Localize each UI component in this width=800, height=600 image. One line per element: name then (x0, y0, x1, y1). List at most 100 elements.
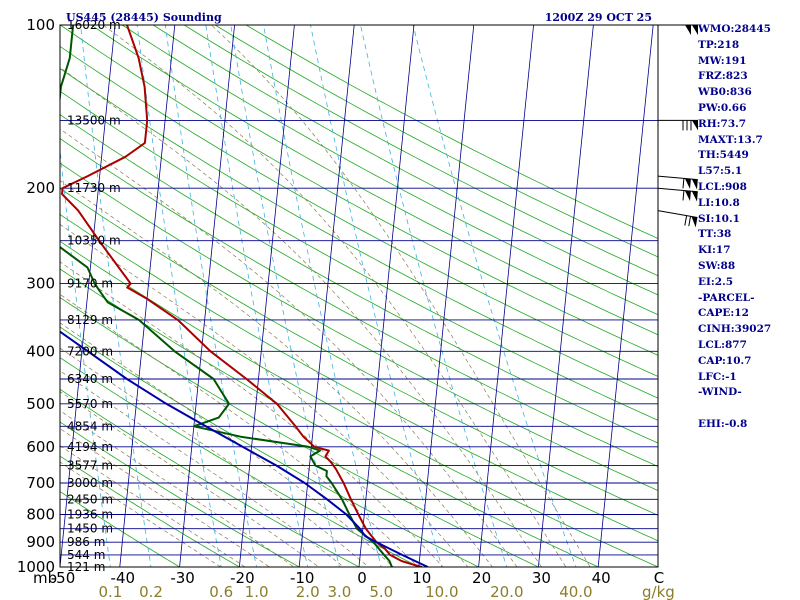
dry-adiabat (60, 25, 658, 356)
sounding-index-item: TP:218 (698, 38, 740, 51)
height-label: 544 m (67, 548, 105, 562)
temperature-tick-label: 40 (592, 569, 611, 587)
pressure-tick-label: 700 (26, 474, 55, 492)
temperature-tick-label: -30 (170, 569, 195, 587)
isotherm (179, 25, 235, 567)
temperature-tick-label: -50 (51, 569, 76, 587)
sounding-index-item: TH:5449 (698, 149, 749, 162)
dry-adiabat (183, 25, 658, 277)
mixing-ratio-line (360, 25, 508, 567)
mixing-ratio-line (310, 25, 443, 567)
height-label: 16020 m (67, 18, 121, 32)
moist-adiabat (60, 67, 542, 567)
isotherm (238, 25, 295, 567)
height-label: 4194 m (67, 440, 113, 454)
height-label: 986 m (67, 535, 105, 549)
height-label: 13500 m (67, 113, 121, 127)
mixing-ratio-label: 40.0 (559, 583, 592, 600)
sounding-index-item: RH:73.7 (698, 117, 747, 130)
sounding-index-item: CAP:10.7 (698, 354, 752, 367)
height-label: 8129 m (67, 313, 113, 327)
sounding-index-item: MAXT:13.7 (698, 133, 763, 146)
mixing-ratio-label: 0.1 (98, 583, 122, 600)
dry-adiabat (60, 187, 658, 516)
height-label: 2450 m (67, 492, 113, 506)
sounding-index-item (698, 401, 798, 417)
sounding-index-item: -WIND- (698, 386, 742, 399)
height-label: 6340 m (67, 372, 113, 386)
sounding-index-item: LFC:-1 (698, 370, 737, 383)
dry-adiabat (60, 114, 658, 444)
pressure-tick-label: 200 (26, 179, 55, 197)
pressure-tick-label: 100 (26, 16, 55, 34)
temperature-tick-label: -20 (230, 569, 255, 587)
height-label: 1450 m (67, 522, 113, 536)
moist-adiabat (60, 410, 295, 567)
wind-barb (657, 175, 698, 190)
height-label: 3577 m (67, 459, 113, 473)
pressure-tick-label: 600 (26, 438, 55, 456)
valid-time: 1200Z 29 OCT 25 (545, 11, 652, 24)
pressure-tick-label: 300 (26, 275, 55, 293)
sounding-index-item: LCL:908 (698, 180, 747, 193)
sounding-index-item: FRZ:823 (698, 70, 748, 83)
mixing-ratio-label: 3.0 (327, 583, 351, 600)
temperature-tick-label: 20 (472, 569, 491, 587)
temperature-tick-label: -40 (111, 569, 136, 587)
mixing-ratio-line (136, 25, 222, 567)
mixing-ratio-label: 1.0 (245, 583, 269, 600)
pressure-tick-label: 1000 (17, 558, 55, 576)
sounding-index-item: WMO:28445 (698, 23, 771, 35)
sounding-index-item: CINH:39027 (698, 323, 772, 336)
moist-adiabat (60, 180, 493, 567)
temperature-unit-label: C (654, 569, 664, 587)
dry-adiabat (60, 90, 658, 421)
moist-adiabat (60, 293, 419, 567)
dry-adiabat (60, 162, 658, 491)
wind-barb (657, 210, 698, 228)
mixing-ratio-line (164, 25, 258, 567)
dry-adiabat (60, 357, 420, 567)
moist-adiabat (60, 445, 246, 567)
sounding-index-item: -PARCEL- (698, 291, 755, 304)
dry-adiabat (60, 455, 241, 567)
mixing-ratio-label: 0.6 (209, 583, 233, 600)
pressure-unit-label: mb (33, 569, 57, 587)
mixing-ratio-line (230, 25, 340, 567)
dry-adiabat (60, 240, 658, 567)
plot-frame (59, 24, 659, 568)
sounding-index-item: SW:88 (698, 259, 736, 272)
moist-adiabat (60, 223, 469, 567)
mixing-ratio-label: 5.0 (369, 583, 393, 600)
isotherm (358, 25, 415, 567)
wind-barb (657, 187, 698, 202)
mixing-ratio-line (412, 25, 577, 567)
sounding-index-item: LCL:877 (698, 338, 747, 351)
moist-adiabat (60, 428, 271, 567)
mixing-ratio-line (60, 146, 111, 567)
sounding-index-item: KI:17 (698, 244, 731, 257)
dry-adiabat (60, 268, 600, 567)
dry-adiabat (60, 388, 360, 567)
sounding-index-item: SI:10.1 (698, 212, 740, 225)
height-label: 10350 m (67, 234, 121, 248)
dry-adiabat (60, 213, 658, 542)
height-label: 7200 m (67, 344, 113, 358)
pressure-tick-label: 400 (26, 342, 55, 360)
isotherm (298, 25, 355, 567)
sounding-index-item: TT:38 (698, 228, 732, 241)
mixing-ratio-unit: g/kg (642, 583, 675, 600)
moist-adiabat (211, 25, 591, 567)
dry-adiabat (60, 68, 658, 399)
isotherm (537, 25, 594, 567)
mixing-ratio-label: 0.2 (139, 583, 163, 600)
sounding-index-item: CAPE:12 (698, 307, 749, 320)
parcel-profile (60, 330, 429, 567)
height-label: 4854 m (67, 419, 113, 433)
height-label: 5570 m (67, 397, 113, 411)
isotherm (597, 25, 654, 567)
sounding-index-item: PW:0.66 (698, 101, 747, 114)
dry-adiabat (60, 297, 540, 567)
